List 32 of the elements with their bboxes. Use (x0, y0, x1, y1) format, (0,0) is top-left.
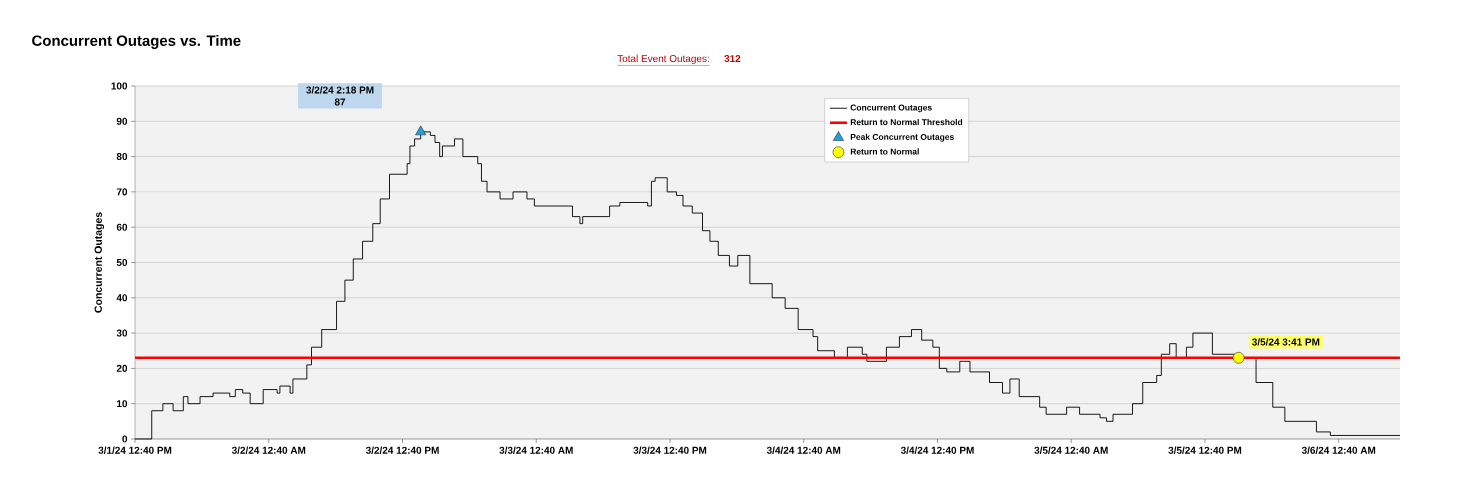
x-tick-label: 3/5/24 12:40 AM (1034, 446, 1108, 454)
x-tick-label: 3/4/24 12:40 PM (900, 446, 974, 454)
y-tick-label: 50 (116, 258, 128, 267)
x-tick-label: 3/6/24 12:40 AM (1301, 446, 1376, 454)
y-tick-label: 40 (116, 294, 128, 302)
text: Total Event Outages: (617, 54, 709, 65)
y-tick-label: 90 (116, 117, 128, 125)
y-tick-label: 30 (116, 329, 128, 337)
y-tick-label: 70 (116, 188, 128, 196)
annotation: 3/2/24 2:18 PM (306, 86, 374, 94)
legend-label: Return to Normal (850, 148, 919, 155)
y-tick-label: 100 (111, 82, 128, 90)
y-tick-label: 60 (116, 223, 128, 231)
annotation: 87 (334, 98, 346, 106)
x-tick-label: 3/2/24 12:40 AM (231, 446, 306, 454)
y-tick-label: 0 (122, 435, 128, 443)
legend-label: Concurrent Outages (850, 104, 932, 113)
y-axis-title: Concurrent Outages (94, 212, 105, 313)
y-tick-label: 80 (116, 153, 128, 161)
x-tick-label: 3/5/24 12:40 PM (1168, 446, 1242, 454)
annotation: 3/5/24 3:41 PM (1252, 338, 1320, 346)
x-tick-label: 3/4/24 12:40 AM (766, 446, 841, 454)
legend-label: Peak Concurrent Outages (850, 133, 954, 142)
chart-title: Concurrent Outages vs. Time (32, 34, 241, 49)
x-tick-label: 3/3/24 12:40 PM (633, 446, 707, 454)
legend-label: Return to Normal Threshold (850, 118, 963, 126)
y-tick-label: 10 (117, 400, 128, 408)
text: 312 (724, 55, 741, 63)
x-tick-label: 3/1/24 12:40 PM (98, 446, 172, 454)
y-tick-label: 20 (116, 364, 128, 372)
x-tick-label: 3/3/24 12:40 AM (499, 446, 573, 454)
x-tick-label: 3/2/24 12:40 PM (365, 446, 439, 454)
